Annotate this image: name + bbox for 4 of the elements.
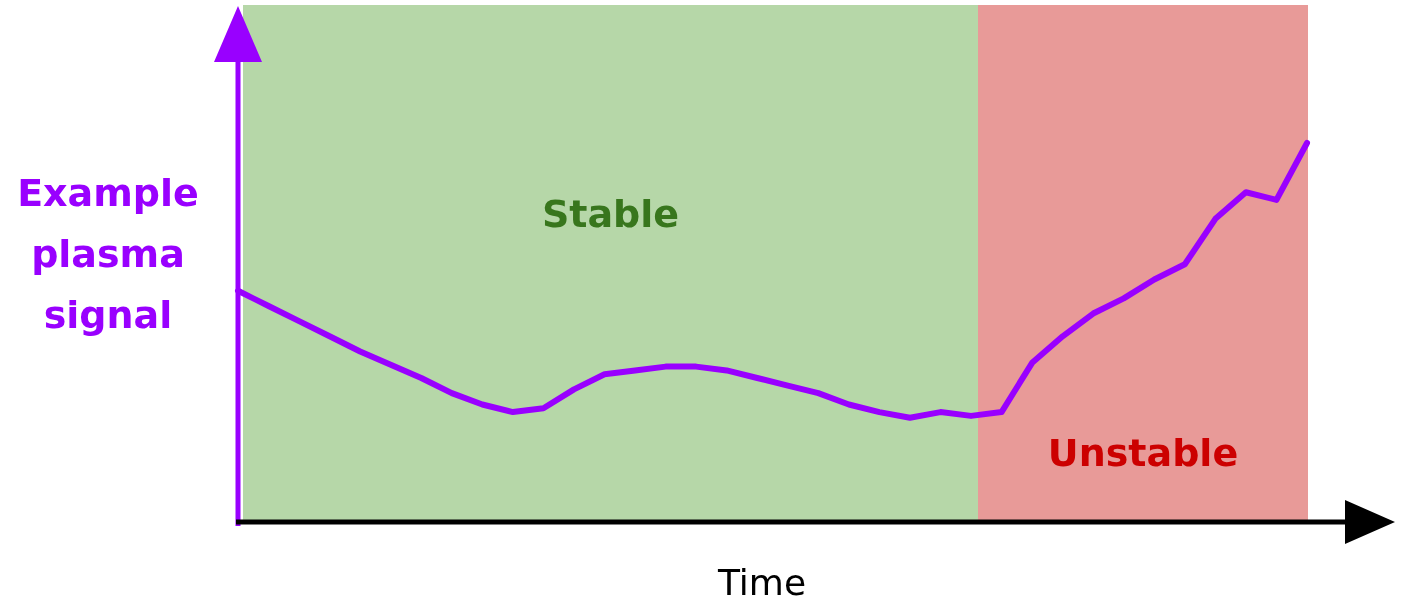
annotation: Unstable: [1047, 431, 1239, 475]
y-axis-title: Example plasma signal: [17, 171, 199, 337]
x-axis-title: Time: [716, 562, 807, 603]
annotation: Stable: [541, 192, 680, 236]
